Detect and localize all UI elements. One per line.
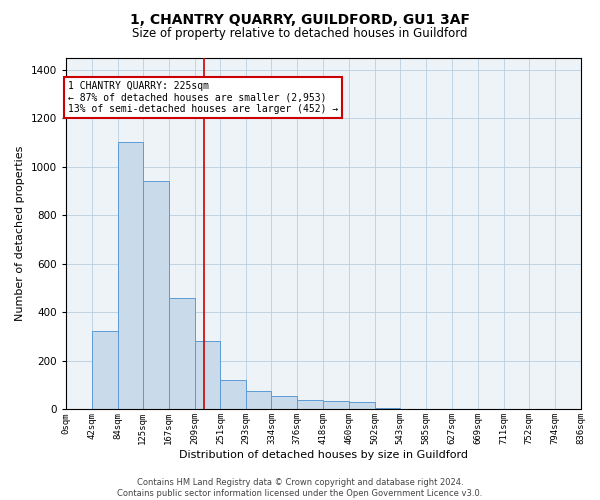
Bar — [246, 391, 271, 409]
X-axis label: Distribution of detached houses by size in Guildford: Distribution of detached houses by size … — [179, 450, 467, 460]
Y-axis label: Number of detached properties: Number of detached properties — [15, 146, 25, 321]
Bar — [271, 396, 298, 409]
Text: 1 CHANTRY QUARRY: 225sqm
← 87% of detached houses are smaller (2,953)
13% of sem: 1 CHANTRY QUARRY: 225sqm ← 87% of detach… — [68, 80, 338, 114]
Bar — [349, 402, 375, 409]
Bar — [323, 401, 349, 409]
Bar — [92, 330, 118, 409]
Bar — [220, 380, 246, 410]
Text: Contains HM Land Registry data © Crown copyright and database right 2024.
Contai: Contains HM Land Registry data © Crown c… — [118, 478, 482, 498]
Bar — [143, 182, 169, 410]
Bar — [298, 400, 323, 409]
Text: 1, CHANTRY QUARRY, GUILDFORD, GU1 3AF: 1, CHANTRY QUARRY, GUILDFORD, GU1 3AF — [130, 12, 470, 26]
Bar — [375, 408, 400, 410]
Text: Size of property relative to detached houses in Guildford: Size of property relative to detached ho… — [132, 28, 468, 40]
Bar — [194, 342, 220, 409]
Bar — [169, 298, 194, 410]
Bar — [118, 142, 143, 410]
